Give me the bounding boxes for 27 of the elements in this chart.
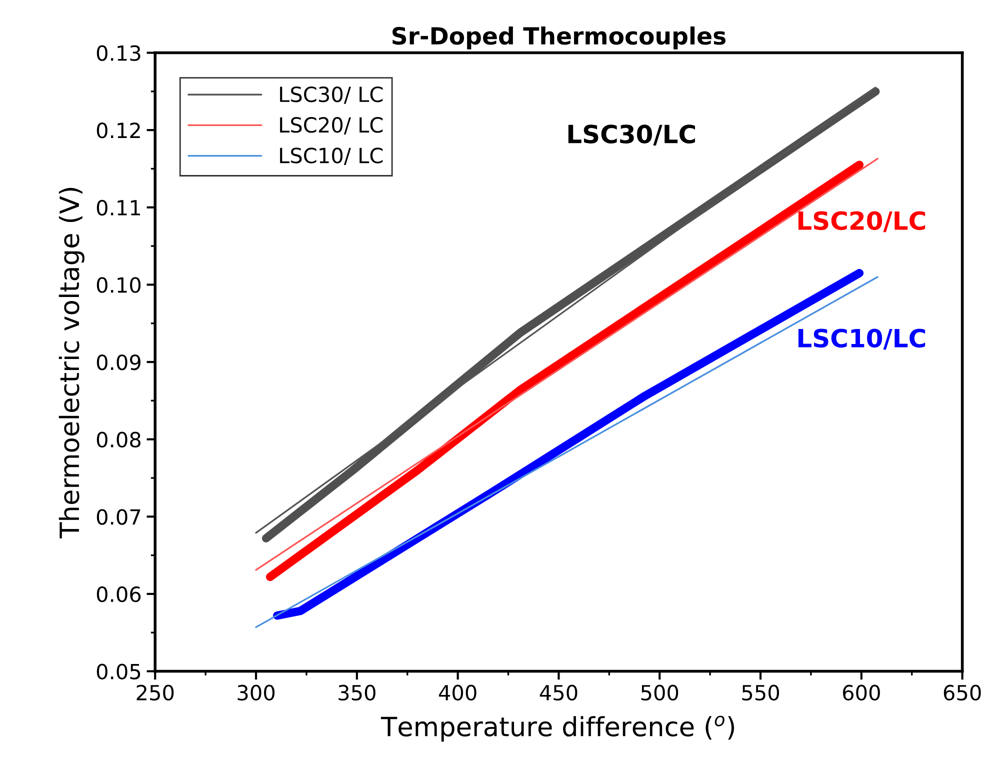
chart-title: Sr-Doped Thermocouples bbox=[392, 26, 726, 50]
annotation: LSC20/LC bbox=[798, 211, 926, 232]
legend-label: LSC10/ LC bbox=[280, 148, 383, 166]
x-tick-label: 500 bbox=[641, 684, 678, 701]
x-tick-label: 350 bbox=[338, 684, 376, 701]
y-axis-title: Thermoelectric voltage (V) bbox=[58, 188, 84, 538]
y-tick-label: 0.13 bbox=[96, 45, 140, 61]
x-tick-label: 300 bbox=[238, 684, 275, 701]
x-tick-label: 550 bbox=[742, 684, 780, 701]
y-tick-label: 0.05 bbox=[96, 664, 140, 680]
legend-label: LSC20/ LC bbox=[280, 117, 383, 134]
x-tick-label: 400 bbox=[438, 684, 476, 701]
y-tick-label: 0.08 bbox=[96, 432, 140, 448]
y-tick-label: 0.07 bbox=[96, 509, 140, 525]
y-tick-label: 0.10 bbox=[96, 277, 141, 293]
annotation: LSC10/LC bbox=[798, 328, 926, 350]
x-tick-label: 250 bbox=[136, 684, 174, 701]
y-tick-label: 0.09 bbox=[96, 354, 140, 370]
annotation: LSC30/LC bbox=[568, 124, 696, 146]
x-tick-label: 650 bbox=[944, 684, 981, 701]
y-tick-label: 0.06 bbox=[96, 586, 141, 602]
y-tick-label: 0.11 bbox=[96, 200, 140, 216]
x-tick-label: 600 bbox=[842, 684, 880, 701]
y-tick-label: 0.12 bbox=[96, 122, 140, 138]
x-tick-label: 450 bbox=[540, 684, 578, 701]
x-axis-title: Temperature difference ($^{o}$) bbox=[380, 716, 734, 742]
legend-label: LSC30/ LC bbox=[280, 86, 383, 104]
